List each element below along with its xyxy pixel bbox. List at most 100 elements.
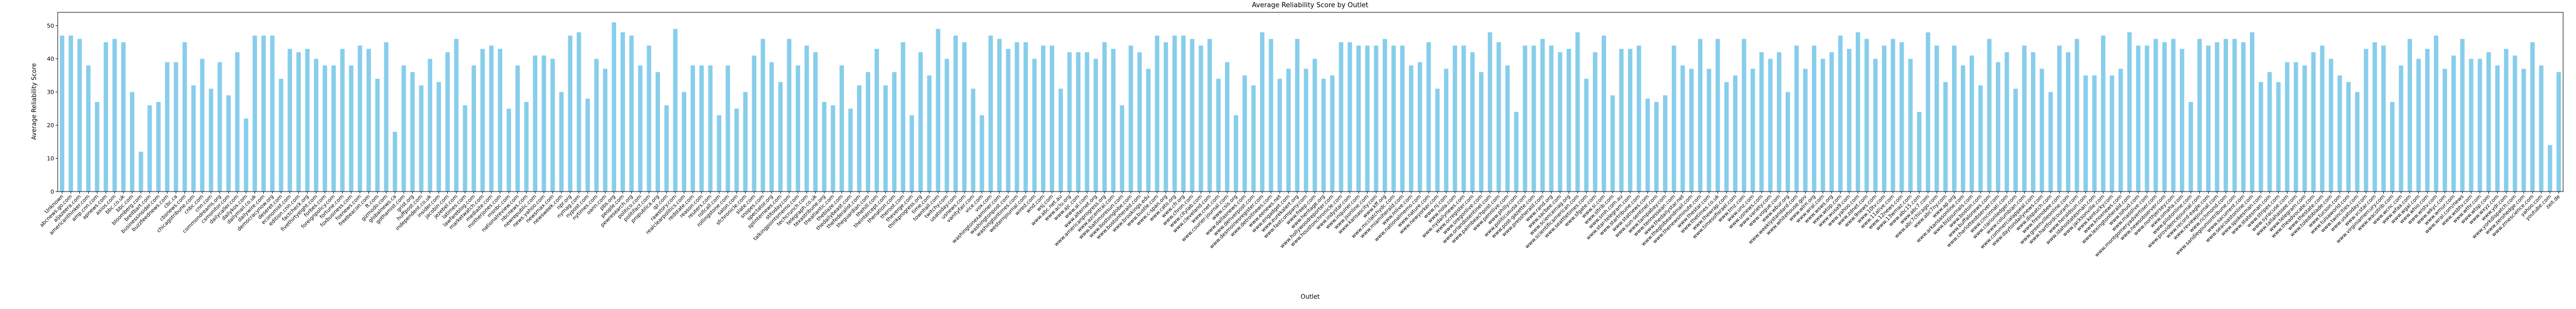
bar bbox=[2224, 39, 2228, 192]
bar bbox=[1803, 68, 1808, 192]
bar bbox=[1260, 32, 1265, 192]
bar bbox=[217, 62, 222, 192]
bar bbox=[445, 52, 450, 192]
bar bbox=[1628, 48, 1633, 192]
bar bbox=[174, 62, 178, 192]
bar bbox=[139, 151, 143, 192]
bar bbox=[1137, 52, 1142, 192]
y-tick-label: 30 bbox=[47, 89, 54, 96]
bar bbox=[1076, 52, 1081, 192]
bar bbox=[2110, 75, 2114, 192]
bar bbox=[901, 42, 906, 192]
bar bbox=[682, 92, 687, 192]
bar bbox=[121, 42, 126, 192]
bar bbox=[1400, 45, 1405, 192]
bar bbox=[2232, 39, 2237, 192]
bar bbox=[279, 78, 283, 192]
bar bbox=[1943, 82, 1948, 192]
bar bbox=[1435, 89, 1440, 192]
bar bbox=[1093, 59, 1098, 192]
bar bbox=[2355, 92, 2360, 192]
bar bbox=[147, 105, 152, 192]
bar bbox=[1391, 45, 1396, 192]
bar bbox=[2171, 39, 2176, 192]
bar bbox=[1750, 68, 1755, 192]
y-tick-label: 10 bbox=[47, 156, 54, 162]
bar bbox=[743, 92, 748, 192]
bar bbox=[2048, 92, 2053, 192]
bar bbox=[1899, 42, 1904, 192]
bar bbox=[471, 65, 476, 192]
bar bbox=[1479, 72, 1484, 192]
bar bbox=[1014, 42, 1020, 192]
bar bbox=[1619, 48, 1624, 192]
bar bbox=[401, 65, 406, 192]
bar bbox=[524, 102, 529, 192]
y-tick-label: 40 bbox=[47, 56, 54, 62]
bar bbox=[1172, 36, 1177, 192]
bar bbox=[1277, 78, 1282, 192]
bar bbox=[988, 36, 993, 192]
bar bbox=[2162, 42, 2167, 192]
bar bbox=[577, 32, 581, 192]
bar bbox=[1663, 95, 1668, 192]
bar bbox=[1268, 39, 1274, 192]
bar bbox=[1996, 62, 2001, 192]
x-axis-label: Outlet bbox=[1300, 293, 1319, 300]
bar bbox=[1461, 45, 1466, 192]
bar bbox=[331, 65, 336, 192]
bar bbox=[2066, 52, 2071, 192]
bar bbox=[1566, 48, 1571, 192]
bar bbox=[1023, 42, 1028, 192]
bar bbox=[1733, 75, 1738, 192]
bar bbox=[1146, 68, 1151, 192]
bar bbox=[1032, 59, 1037, 192]
bar bbox=[2416, 59, 2421, 192]
bar bbox=[2250, 32, 2255, 192]
bar bbox=[874, 48, 879, 192]
bar bbox=[1654, 102, 1659, 192]
bar bbox=[130, 92, 134, 192]
bar bbox=[1680, 65, 1685, 192]
bar bbox=[2136, 45, 2141, 192]
bar bbox=[506, 108, 511, 192]
bar bbox=[1776, 52, 1782, 192]
bar bbox=[1952, 45, 1957, 192]
y-tick-label: 20 bbox=[47, 122, 54, 129]
y-axis-label: Average Reliability Score bbox=[30, 63, 38, 140]
bar bbox=[2521, 68, 2526, 192]
bar bbox=[568, 36, 572, 192]
bar bbox=[1785, 92, 1790, 192]
bar bbox=[620, 32, 625, 192]
bar bbox=[2381, 45, 2386, 192]
bar bbox=[60, 36, 64, 192]
bar bbox=[2276, 82, 2281, 192]
bar bbox=[892, 72, 897, 192]
bar bbox=[2154, 39, 2158, 192]
bar bbox=[1610, 95, 1615, 192]
bar bbox=[953, 36, 958, 192]
bar bbox=[1601, 36, 1606, 192]
bar bbox=[1216, 78, 1221, 192]
bar bbox=[2337, 75, 2342, 192]
bar bbox=[1855, 32, 1860, 192]
bar bbox=[498, 48, 502, 192]
bar bbox=[1671, 45, 1676, 192]
bar bbox=[1978, 85, 1983, 192]
bar bbox=[717, 115, 722, 192]
bar bbox=[1111, 48, 1116, 192]
bar bbox=[1207, 39, 1212, 192]
bar bbox=[594, 59, 599, 192]
bar bbox=[1365, 45, 1370, 192]
bar bbox=[2031, 52, 2036, 192]
bar bbox=[2005, 52, 2009, 192]
bar bbox=[2022, 45, 2027, 192]
bar bbox=[1049, 45, 1055, 192]
bar bbox=[1312, 59, 1317, 192]
bar bbox=[2530, 42, 2535, 192]
bar bbox=[2206, 45, 2211, 192]
y-tick-label: 50 bbox=[47, 23, 54, 29]
bar bbox=[2267, 72, 2272, 192]
bar bbox=[1961, 65, 1965, 192]
bar bbox=[165, 62, 170, 192]
